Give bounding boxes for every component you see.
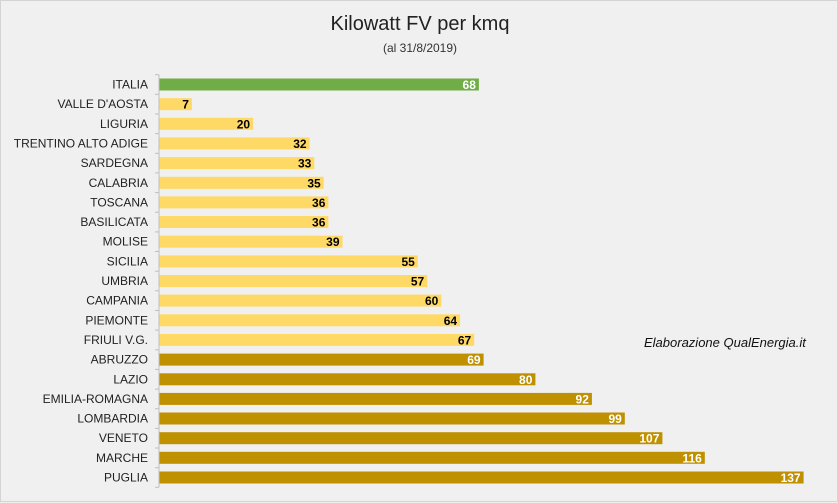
bar: [159, 117, 254, 130]
bar: [159, 157, 315, 170]
data-label: 69: [467, 353, 481, 367]
bar: [159, 294, 442, 307]
category-label: LOMBARDIA: [77, 412, 148, 426]
category-label: SICILIA: [107, 254, 148, 268]
bar: [159, 471, 804, 484]
data-label: 68: [463, 78, 477, 92]
category-label: LAZIO: [113, 372, 148, 386]
category-label: CAMPANIA: [86, 294, 148, 308]
category-label: ITALIA: [112, 78, 148, 92]
category-label: MARCHE: [96, 451, 148, 465]
source-annotation: Elaborazione QualEnergia.it: [644, 335, 806, 350]
category-label: UMBRIA: [101, 274, 148, 288]
data-label: 92: [576, 392, 590, 406]
category-label: TOSCANA: [90, 195, 148, 209]
data-label: 137: [781, 471, 801, 485]
bar: [159, 98, 192, 111]
data-label: 67: [458, 333, 472, 347]
data-label: 55: [401, 255, 415, 269]
data-label: 116: [682, 451, 702, 465]
data-label: 64: [444, 314, 458, 328]
category-label: PUGLIA: [104, 471, 148, 485]
category-label: CALABRIA: [89, 176, 148, 190]
data-label: 32: [293, 137, 307, 151]
bar: [159, 451, 705, 464]
bar: [159, 235, 343, 248]
bar: [159, 176, 324, 189]
bar: [159, 314, 461, 327]
data-label: 60: [425, 294, 439, 308]
bar: [159, 412, 625, 425]
bar: [159, 275, 428, 287]
bar: [159, 373, 536, 386]
data-label: 7: [182, 98, 189, 112]
bar: [159, 392, 592, 405]
data-label: 33: [298, 157, 312, 171]
bar: [159, 353, 484, 366]
category-label: MOLISE: [103, 235, 148, 249]
category-label: VENETO: [99, 431, 148, 445]
chart-title: Kilowatt FV per kmq: [330, 13, 510, 35]
category-label: TRENTINO ALTO ADIGE: [14, 136, 148, 150]
data-label: 20: [237, 117, 251, 131]
data-label: 107: [639, 432, 659, 446]
data-label: 80: [519, 373, 533, 387]
category-label: SARDEGNA: [81, 156, 148, 170]
chart-subtitle: (al 31/8/2019): [382, 41, 458, 55]
data-label: 99: [608, 412, 622, 426]
category-label: FRIULI V.G.: [84, 333, 148, 347]
data-label: 36: [312, 216, 326, 230]
bar: [159, 255, 418, 268]
data-label: 36: [312, 196, 326, 210]
data-label: 57: [411, 275, 425, 289]
data-label: 35: [307, 176, 321, 190]
category-label: EMILIA-ROMAGNA: [43, 392, 148, 406]
bar: [159, 333, 475, 346]
bar: [159, 216, 329, 228]
category-label: LIGURIA: [100, 117, 148, 131]
bar: [159, 432, 663, 445]
category-label: BASILICATA: [80, 215, 148, 229]
category-label: ABRUZZO: [91, 353, 148, 367]
bar: [159, 137, 310, 150]
category-label: PIEMONTE: [85, 313, 148, 327]
data-label: 39: [326, 235, 340, 249]
bar: [159, 196, 329, 209]
bar: [159, 78, 479, 91]
category-label: VALLE D'AOSTA: [57, 97, 148, 111]
